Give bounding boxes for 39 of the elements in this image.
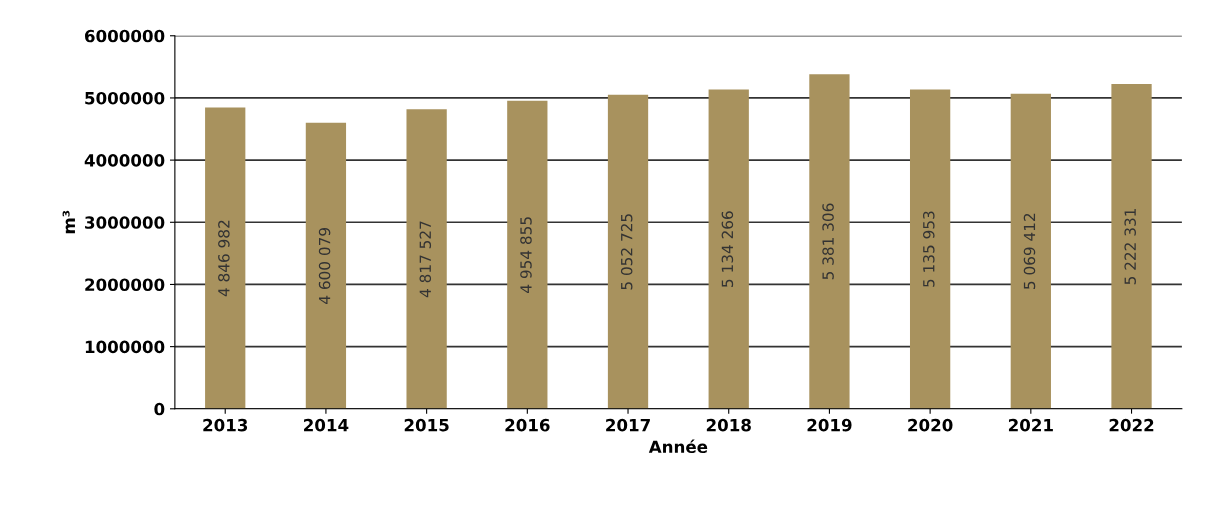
bar <box>607 94 649 409</box>
y-tick-label: 2000000 <box>85 278 165 292</box>
x-tick-label: 2022 <box>1109 418 1154 432</box>
x-tick-label: 2014 <box>304 418 349 432</box>
data-label: 5 135 953 <box>923 211 935 287</box>
bar <box>205 107 246 409</box>
x-tick-label: 2016 <box>505 418 550 432</box>
data-label: 4 817 527 <box>419 221 432 298</box>
y-tick-label: 3000000 <box>85 216 165 229</box>
x-tick-label: 2018 <box>706 418 751 432</box>
bar <box>909 89 951 409</box>
y-tick-label: 4000000 <box>84 154 165 167</box>
bar <box>305 122 347 409</box>
bar <box>708 89 749 409</box>
data-label: 4 846 982 <box>218 220 230 297</box>
data-label: 5 381 306 <box>822 203 834 280</box>
x-tick-label: 2020 <box>908 418 953 432</box>
x-axis-title: Année <box>648 439 708 454</box>
bar <box>507 100 548 409</box>
y-tick-label: 0 <box>154 402 165 416</box>
bar <box>809 74 850 409</box>
x-tick-label: 2017 <box>606 418 650 432</box>
bar <box>1010 93 1051 409</box>
x-tick-label: 2013 <box>203 418 248 432</box>
x-tick-label: 2019 <box>807 418 852 432</box>
x-tick-label: 2015 <box>404 418 449 432</box>
bar <box>406 109 447 409</box>
data-label: 5 134 266 <box>721 211 734 287</box>
y-tick-label: 1000000 <box>85 340 165 354</box>
data-label: 5 222 331 <box>1124 208 1136 285</box>
y-tick-label: 5000000 <box>85 91 165 105</box>
y-axis-title: m³ <box>62 210 75 234</box>
data-label: 5 069 412 <box>1023 213 1036 289</box>
y-tick-label: 6000000 <box>85 29 165 43</box>
x-tick-label: 2021 <box>1008 418 1053 432</box>
data-label: 4 600 079 <box>318 228 331 304</box>
bar <box>1111 84 1152 409</box>
data-label: 5 052 725 <box>620 214 633 290</box>
data-label: 4 954 855 <box>520 217 532 293</box>
